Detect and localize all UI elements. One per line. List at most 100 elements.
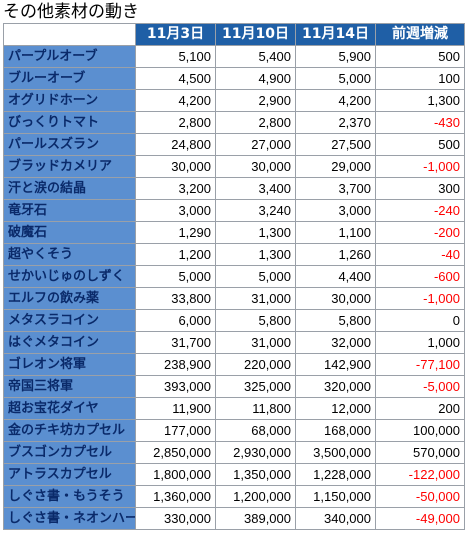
- item-name: アトラスカプセル: [3, 463, 136, 486]
- change-cell: -50,000: [375, 485, 465, 508]
- header-date-2: 11月10日: [215, 23, 296, 46]
- price-cell-2: 31,000: [215, 331, 296, 354]
- table-row: パープルオーブ 5,100 5,400 5,900 500: [3, 45, 465, 68]
- item-name: 金のチキ坊カプセル: [3, 419, 136, 442]
- price-cell-2: 11,800: [215, 397, 296, 420]
- price-cell-1: 4,500: [135, 67, 216, 90]
- price-cell-2: 220,000: [215, 353, 296, 376]
- page-title: その他素材の動き: [3, 2, 139, 22]
- table-row: 汗と涙の結晶 3,200 3,400 3,700 300: [3, 177, 465, 200]
- change-cell: -49,000: [375, 507, 465, 530]
- item-name: オグリドホーン: [3, 89, 136, 112]
- price-cell-1: 6,000: [135, 309, 216, 332]
- item-name: ブルーオーブ: [3, 67, 136, 90]
- price-cell-2: 31,000: [215, 287, 296, 310]
- table-row: オグリドホーン 4,200 2,900 4,200 1,300: [3, 89, 465, 112]
- price-cell-3: 340,000: [295, 507, 376, 530]
- table-row: はぐメタコイン 31,700 31,000 32,000 1,000: [3, 331, 465, 354]
- price-cell-3: 5,800: [295, 309, 376, 332]
- price-cell-2: 30,000: [215, 155, 296, 178]
- item-name: パープルオーブ: [3, 45, 136, 68]
- price-cell-2: 5,800: [215, 309, 296, 332]
- item-name: 超やくそう: [3, 243, 136, 266]
- price-table: 11月3日 11月10日 11月14日 前週増減 パープルオーブ 5,100 5,4…: [3, 23, 465, 530]
- price-cell-3: 1,100: [295, 221, 376, 244]
- price-cell-1: 238,900: [135, 353, 216, 376]
- price-cell-1: 2,800: [135, 111, 216, 134]
- table-row: 竜牙石 3,000 3,240 3,000 -240: [3, 199, 465, 222]
- price-cell-3: 4,200: [295, 89, 376, 112]
- price-cell-1: 11,900: [135, 397, 216, 420]
- header-date-1: 11月3日: [135, 23, 216, 46]
- item-name: 汗と涙の結晶: [3, 177, 136, 200]
- item-name: はぐメタコイン: [3, 331, 136, 354]
- table-row: ブラッドカメリア 30,000 30,000 29,000 -1,000: [3, 155, 465, 178]
- price-cell-1: 177,000: [135, 419, 216, 442]
- item-name: メタスラコイン: [3, 309, 136, 332]
- table-row: びっくりトマト 2,800 2,800 2,370 -430: [3, 111, 465, 134]
- price-cell-1: 5,100: [135, 45, 216, 68]
- change-cell: -1,000: [375, 155, 465, 178]
- price-cell-3: 4,400: [295, 265, 376, 288]
- table-row: 帝国三将軍 393,000 325,000 320,000 -5,000: [3, 375, 465, 398]
- header-corner: [3, 23, 136, 46]
- change-cell: -122,000: [375, 463, 465, 486]
- change-cell: 500: [375, 133, 465, 156]
- change-cell: 300: [375, 177, 465, 200]
- price-cell-2: 1,350,000: [215, 463, 296, 486]
- change-cell: -5,000: [375, 375, 465, 398]
- table-row: パールスズラン 24,800 27,000 27,500 500: [3, 133, 465, 156]
- price-cell-3: 29,000: [295, 155, 376, 178]
- price-cell-1: 1,290: [135, 221, 216, 244]
- item-name: 超お宝花ダイヤ: [3, 397, 136, 420]
- change-cell: -200: [375, 221, 465, 244]
- change-cell: 500: [375, 45, 465, 68]
- price-cell-1: 3,000: [135, 199, 216, 222]
- price-cell-2: 3,400: [215, 177, 296, 200]
- price-cell-3: 30,000: [295, 287, 376, 310]
- price-cell-2: 325,000: [215, 375, 296, 398]
- item-name: ブラッドカメリア: [3, 155, 136, 178]
- header-row: 11月3日 11月10日 11月14日 前週増減: [3, 23, 465, 46]
- price-cell-1: 1,800,000: [135, 463, 216, 486]
- price-cell-1: 1,360,000: [135, 485, 216, 508]
- table-row: メタスラコイン 6,000 5,800 5,800 0: [3, 309, 465, 332]
- item-name: しぐさ書・もうそう: [3, 485, 136, 508]
- table-row: ブルーオーブ 4,500 4,900 5,000 100: [3, 67, 465, 90]
- price-cell-2: 3,240: [215, 199, 296, 222]
- header-weekly-change: 前週増減: [375, 23, 465, 46]
- change-cell: -77,100: [375, 353, 465, 376]
- item-name: びっくりトマト: [3, 111, 136, 134]
- table-row: せかいじゅのしずく 5,000 5,000 4,400 -600: [3, 265, 465, 288]
- price-cell-3: 27,500: [295, 133, 376, 156]
- price-cell-2: 2,900: [215, 89, 296, 112]
- table-row: しぐさ書・もうそう 1,360,000 1,200,000 1,150,000 -50,…: [3, 485, 465, 508]
- price-cell-1: 3,200: [135, 177, 216, 200]
- price-cell-3: 320,000: [295, 375, 376, 398]
- table-row: 超お宝花ダイヤ 11,900 11,800 12,000 200: [3, 397, 465, 420]
- change-cell: -600: [375, 265, 465, 288]
- price-cell-1: 33,800: [135, 287, 216, 310]
- price-cell-3: 32,000: [295, 331, 376, 354]
- price-cell-2: 2,800: [215, 111, 296, 134]
- item-name: 帝国三将軍: [3, 375, 136, 398]
- table-row: 金のチキ坊カプセル 177,000 68,000 168,000 100,000: [3, 419, 465, 442]
- price-cell-2: 1,200,000: [215, 485, 296, 508]
- price-cell-1: 24,800: [135, 133, 216, 156]
- price-cell-3: 3,000: [295, 199, 376, 222]
- item-name: ブスゴンカプセル: [3, 441, 136, 464]
- price-cell-3: 5,900: [295, 45, 376, 68]
- change-cell: 0: [375, 309, 465, 332]
- price-cell-2: 27,000: [215, 133, 296, 156]
- price-cell-3: 3,700: [295, 177, 376, 200]
- change-cell: 100: [375, 67, 465, 90]
- change-cell: 1,000: [375, 331, 465, 354]
- price-cell-3: 168,000: [295, 419, 376, 442]
- price-cell-1: 2,850,000: [135, 441, 216, 464]
- item-name: エルフの飲み薬: [3, 287, 136, 310]
- price-cell-2: 2,930,000: [215, 441, 296, 464]
- header-date-3: 11月14日: [295, 23, 376, 46]
- price-cell-1: 5,000: [135, 265, 216, 288]
- item-name: せかいじゅのしずく: [3, 265, 136, 288]
